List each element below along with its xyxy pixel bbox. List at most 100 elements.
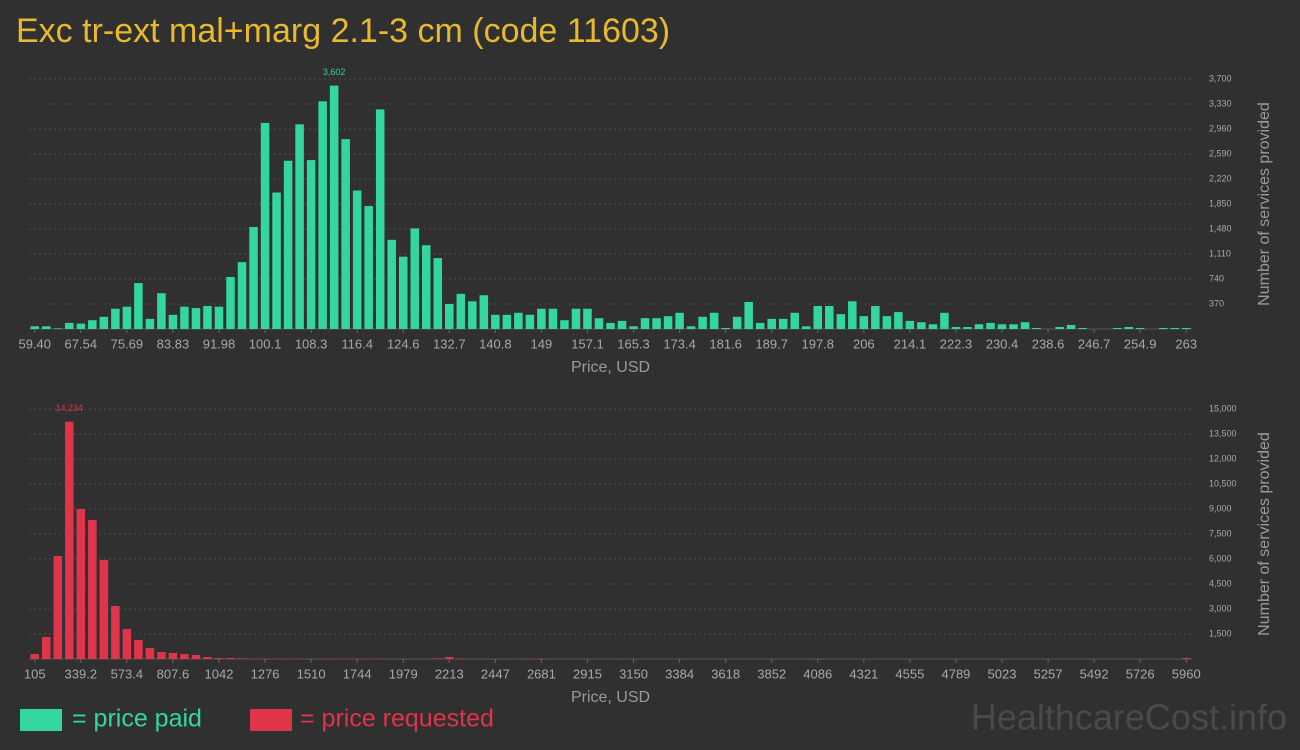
x-tick-label: 91.98 (203, 336, 236, 351)
bar (272, 192, 281, 329)
bar (859, 316, 869, 329)
bar (709, 312, 719, 329)
bar (214, 658, 224, 659)
bar (755, 322, 765, 329)
bar (1181, 658, 1191, 659)
bar (122, 629, 132, 659)
x-tick-label: 1042 (205, 666, 234, 681)
bar (928, 324, 938, 329)
x-tick-label: 105 (24, 666, 46, 681)
bar (180, 306, 189, 329)
bar (203, 306, 212, 329)
x-tick-label: 3618 (711, 666, 740, 681)
bar (364, 206, 373, 329)
bar (76, 509, 86, 659)
x-tick-label: 1276 (251, 666, 280, 681)
bar (99, 560, 109, 659)
x-tick-label: 1510 (297, 666, 326, 681)
legend-swatch (250, 709, 292, 731)
bar (560, 320, 569, 329)
legend-label: = price requested (300, 705, 494, 733)
bar (237, 658, 247, 659)
x-tick-label: 124.6 (387, 336, 420, 351)
x-tick-label: 5492 (1080, 666, 1109, 681)
bar (813, 306, 823, 329)
bar (260, 658, 270, 659)
x-tick-label: 2213 (435, 666, 464, 681)
y-axis-title: Number of services provided (1256, 102, 1273, 306)
bar (767, 318, 776, 329)
bar (352, 190, 362, 329)
bar (410, 228, 420, 329)
bar (790, 312, 799, 329)
bar (1078, 327, 1087, 329)
x-tick-label: 173.4 (663, 336, 696, 351)
bar (191, 655, 201, 659)
bar (145, 648, 155, 659)
bar (456, 658, 466, 659)
bar (468, 301, 477, 329)
x-tick-label: 181.6 (709, 336, 742, 351)
bar (1181, 327, 1191, 329)
x-tick-label: 59.40 (18, 336, 51, 351)
legend-label: = price paid (72, 705, 202, 733)
bar (825, 306, 834, 329)
x-tick-label: 807.6 (157, 666, 190, 681)
bar (42, 637, 51, 659)
x-tick-label: 230.4 (986, 336, 1019, 351)
bar (848, 301, 857, 329)
y-tick-label: 2,220 (1209, 173, 1232, 183)
y-tick-label: 13,500 (1209, 428, 1237, 438)
bar (594, 318, 604, 329)
bar (203, 657, 212, 659)
y-tick-label: 7,500 (1209, 528, 1232, 538)
bar (1170, 327, 1179, 329)
x-tick-label: 238.6 (1032, 336, 1065, 351)
x-tick-label: 3852 (757, 666, 786, 681)
bar (537, 308, 546, 329)
bar (1066, 324, 1076, 329)
bar (778, 318, 788, 329)
peak-label: 14,234 (56, 403, 84, 413)
bar (1055, 326, 1064, 329)
bar (629, 326, 638, 329)
bar (42, 326, 51, 329)
y-tick-label: 1,110 (1209, 248, 1231, 258)
x-tick-label: 4789 (941, 666, 970, 681)
bar (951, 326, 961, 329)
x-tick-label: 149 (531, 336, 553, 351)
bar (894, 312, 903, 329)
bar (606, 322, 615, 329)
y-tick-label: 3,700 (1209, 73, 1232, 83)
x-tick-label: 206 (853, 336, 875, 351)
bar (111, 308, 120, 329)
y-tick-label: 6,000 (1209, 553, 1232, 563)
x-tick-label: 573.4 (111, 666, 144, 681)
peak-label: 3,602 (323, 67, 346, 77)
bar (329, 85, 339, 330)
bar (191, 308, 201, 329)
x-tick-label: 339.2 (65, 666, 98, 681)
bar (686, 326, 696, 329)
bar (617, 320, 627, 329)
bar (214, 306, 224, 329)
bar (514, 312, 523, 329)
bar (226, 658, 235, 659)
y-tick-label: 740 (1209, 273, 1224, 283)
y-tick-label: 12,000 (1209, 453, 1237, 463)
bar (663, 316, 673, 329)
bar (744, 301, 753, 329)
bar (122, 306, 132, 329)
bar (1135, 327, 1145, 329)
bar (1158, 327, 1168, 329)
x-tick-label: 116.4 (341, 336, 373, 351)
bar (433, 658, 443, 659)
bar (456, 293, 466, 329)
bar (157, 652, 166, 659)
x-tick-label: 75.69 (111, 336, 144, 351)
bar (479, 295, 489, 329)
watermark: HealthcareCost.info (971, 697, 1287, 738)
x-tick-label: 4086 (803, 666, 832, 681)
bar (226, 276, 235, 329)
